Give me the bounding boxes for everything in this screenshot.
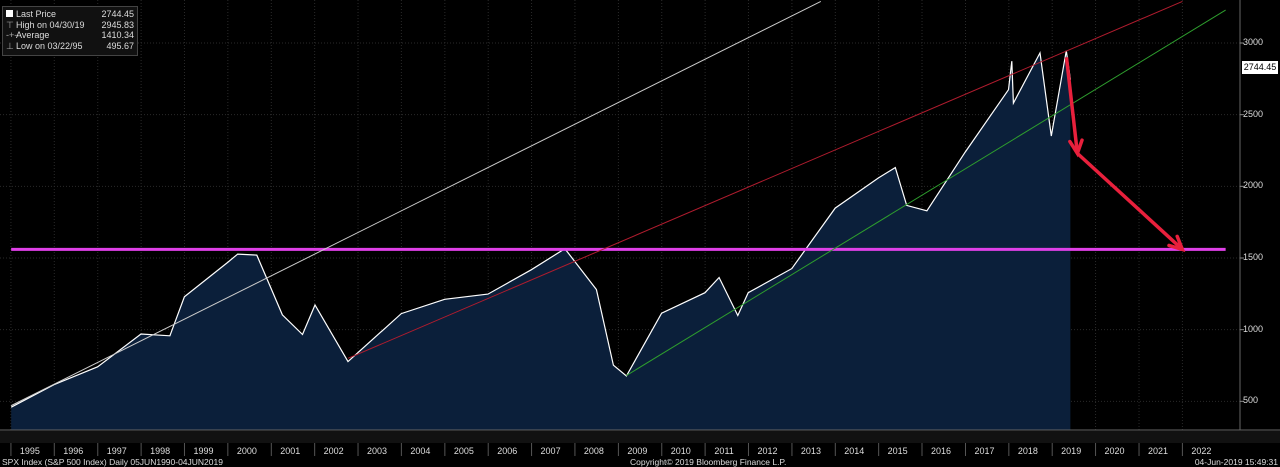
x-tick-label: 2005 [453, 446, 474, 456]
y-tick-label: 1500 [1243, 252, 1264, 262]
x-tick-label: 2007 [540, 446, 561, 456]
price-line [10, 50, 1071, 408]
x-tick-label: 2002 [323, 446, 344, 456]
arrow-2-line [1076, 152, 1184, 251]
x-tick-label: 2003 [367, 446, 388, 456]
y-tick-label: 500 [1243, 395, 1259, 406]
x-tick-label: 2020 [1104, 446, 1125, 456]
legend-last-price: Last Price 2744.45 [6, 9, 134, 20]
x-tick-label: 2017 [974, 446, 995, 456]
x-tick-label: 2021 [1148, 446, 1169, 456]
white-line [10, 0, 822, 407]
x-tick-label: 2010 [670, 446, 691, 456]
footer-timestamp: 04-Jun-2019 15:49:31 [1194, 457, 1278, 467]
legend-average: -+-Average 1410.34 [6, 30, 134, 40]
y-tick-label: 2500 [1243, 108, 1264, 119]
price-area [11, 50, 1071, 430]
footer-copyright: Copyright© 2019 Bloomberg Finance L.P. [630, 457, 787, 467]
x-tick-label: 2012 [757, 446, 778, 456]
x-tick-label: 2014 [844, 446, 865, 456]
y-tick-label: 3000 [1243, 37, 1264, 47]
x-tick-label: 2000 [236, 446, 257, 456]
x-tick-label: 2018 [1017, 446, 1038, 456]
legend-low: ⊥ Low on 03/22/95 495.67 [6, 40, 134, 51]
x-tick-label: 1995 [19, 446, 40, 456]
y-tick-label: 2000 [1243, 180, 1264, 191]
x-tick-label: 2004 [410, 446, 431, 456]
arrow-1-line [1064, 57, 1080, 154]
x-tick-label: 2011 [714, 446, 734, 456]
annotation-lines [10, 0, 1226, 407]
x-scrollbar-track [0, 431, 1280, 443]
x-tick-label: 1998 [150, 446, 171, 456]
high-marker-icon: ⊤ [6, 19, 14, 30]
average-marker-icon: -+- [6, 30, 18, 40]
x-tick-label: 2013 [800, 446, 821, 456]
chart-axes [0, 0, 1280, 456]
legend-high: ⊤ High on 04/30/19 2945.83 [6, 19, 134, 30]
x-tick-label: 2016 [930, 446, 952, 456]
white-square-icon [6, 10, 13, 17]
x-tick-label: 1999 [193, 446, 214, 456]
x-tick-label: 1997 [106, 446, 127, 456]
green-line [626, 9, 1226, 376]
x-tick-label: 2022 [1191, 446, 1212, 456]
footer-security: SPX Index (S&P 500 Index) Daily 05JUN199… [2, 457, 223, 467]
arrow-2-head [1167, 234, 1186, 253]
low-marker-icon: ⊥ [6, 40, 14, 51]
last-price-tag: 2744.45 [1242, 61, 1278, 74]
x-tick-label: 2001 [280, 446, 301, 456]
x-tick-label: 1996 [63, 446, 84, 456]
red-line [347, 0, 1183, 359]
x-tick-label: 2009 [627, 446, 648, 456]
x-tick-label: 2015 [887, 446, 908, 456]
x-tick-label: 2008 [583, 446, 604, 456]
x-tick-label: 2006 [497, 446, 518, 456]
y-tick-label: 1000 [1243, 323, 1264, 334]
legend: Last Price 2744.45 ⊤ High on 04/30/19 294… [2, 6, 138, 56]
x-tick-label: 2019 [1061, 446, 1082, 456]
